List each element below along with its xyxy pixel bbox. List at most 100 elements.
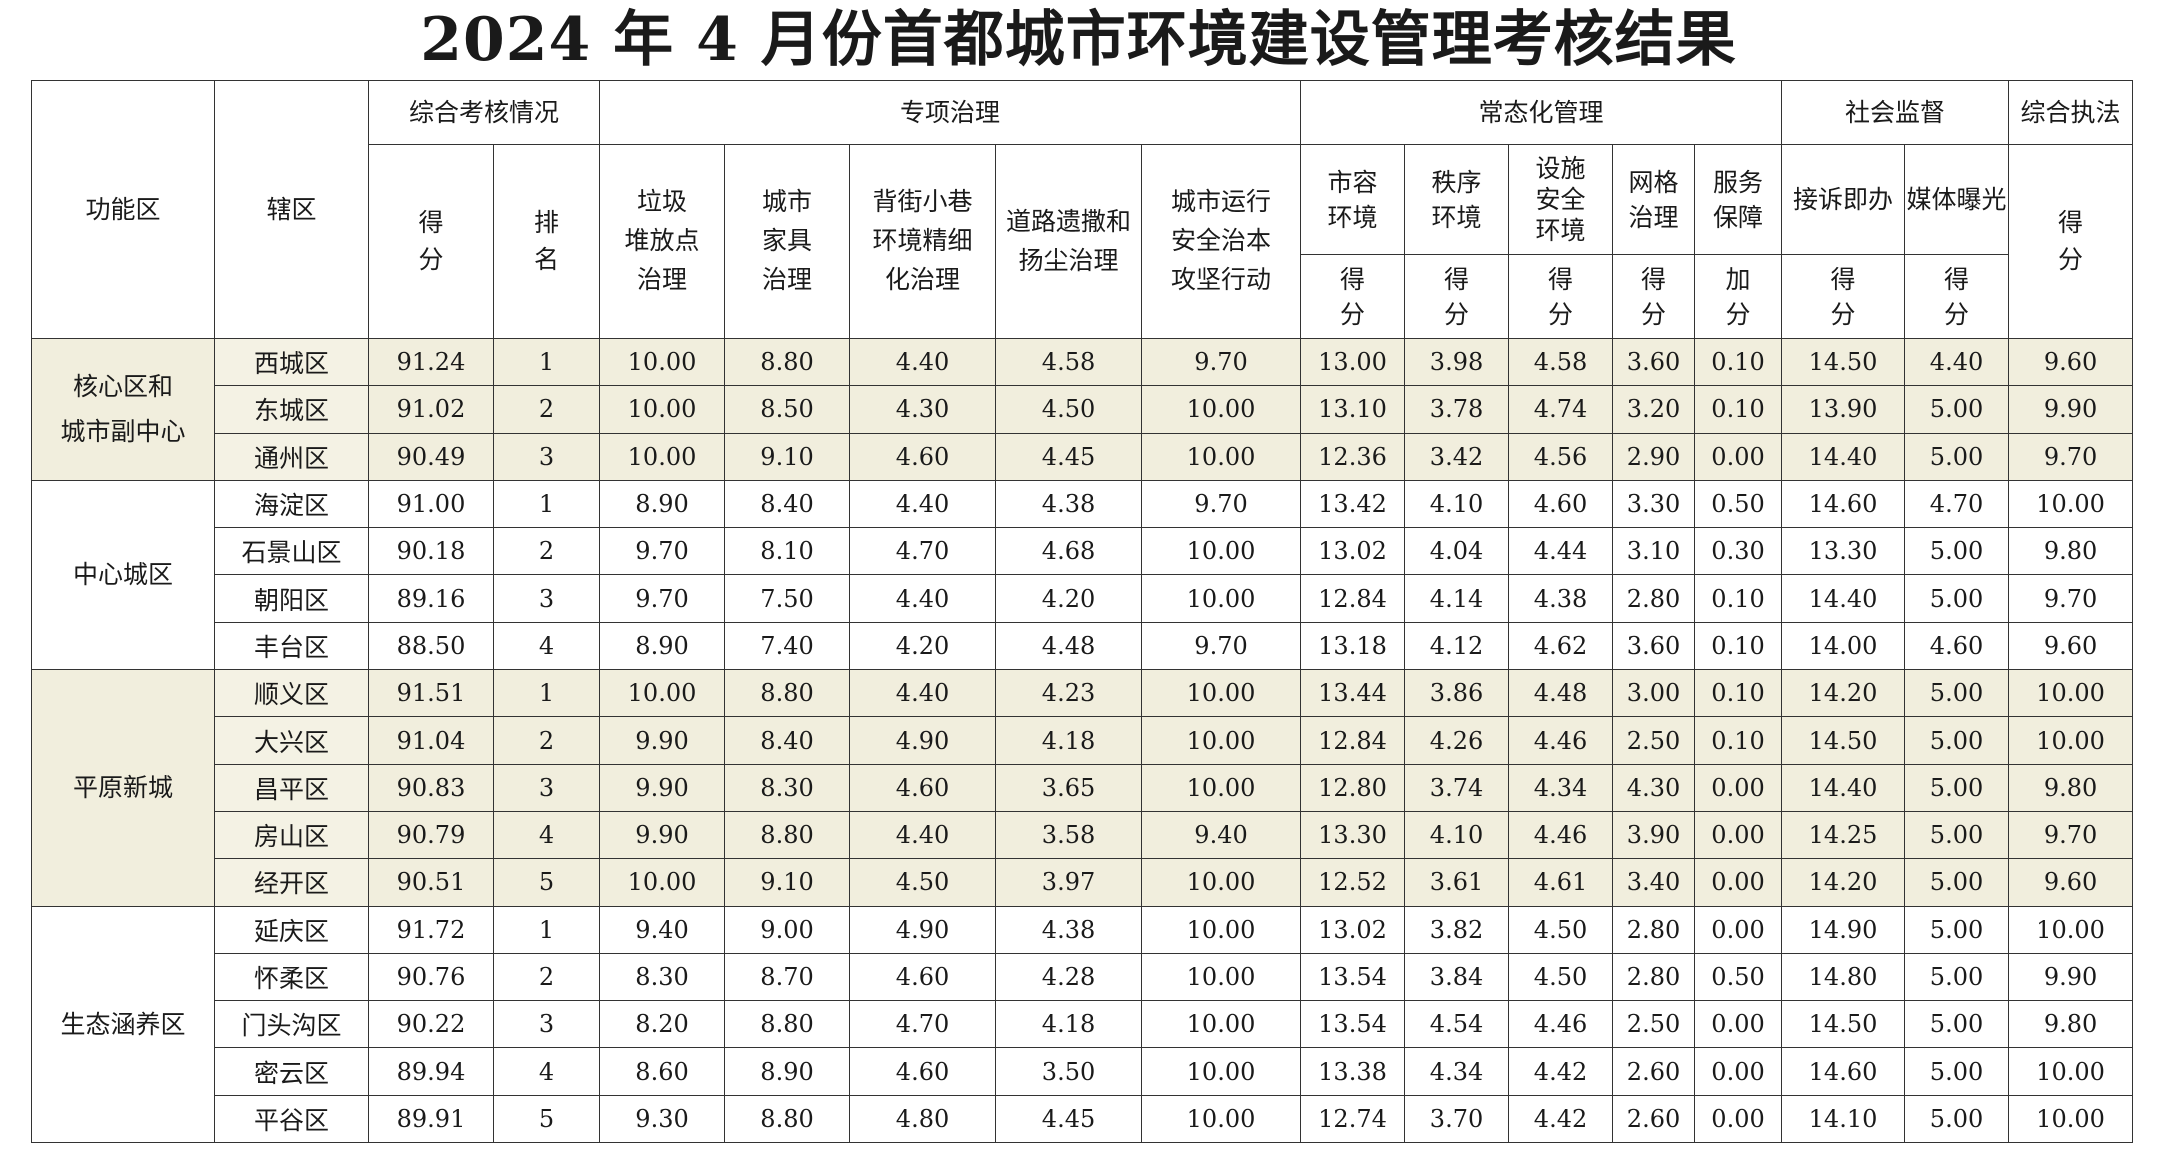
header-func-area: 功能区: [31, 80, 215, 339]
score-cell: 14.80: [1781, 952, 1906, 1002]
score-cell: 9.90: [2008, 952, 2134, 1002]
function-area-name: 平原新城: [72, 773, 173, 803]
table-body: 核心区和城市副中心 西城区 91.24 1 10.00 8.80 4.40 4.58 9.70 1…: [31, 337, 2134, 1144]
score-cell: 4.58: [1508, 337, 1614, 387]
score-cell: 91.51: [368, 669, 494, 718]
header-line: 分: [1725, 299, 1751, 329]
score-cell: 5.00: [1904, 810, 2010, 860]
header-line: 垃圾: [637, 187, 688, 217]
score-cell: 4.56: [1508, 432, 1614, 481]
results-table: 功能区 辖区 综合考核情况 专项治理 常态化管理 社会监督 综合执法 得 分 排…: [31, 80, 2134, 1144]
score-cell: 4.45: [995, 432, 1143, 481]
score-cell: 4.26: [1404, 716, 1510, 765]
score-cell: 10.00: [1141, 1000, 1302, 1049]
function-area-name: 城市副中心: [60, 417, 186, 447]
header-line: 网格: [1628, 167, 1679, 197]
score-cell: 4.62: [1508, 621, 1614, 671]
header-line: 分: [1444, 299, 1470, 329]
score-cell: 0.10: [1694, 337, 1783, 387]
score-cell: 3.00: [1612, 669, 1696, 718]
score-cell: 8.90: [599, 479, 726, 529]
score-cell: 4.60: [1508, 479, 1614, 529]
header-line: 得: [1548, 264, 1574, 294]
score-cell: 2.50: [1612, 1000, 1696, 1049]
district-name: 海淀区: [214, 479, 369, 529]
score-cell: 9.70: [2008, 810, 2134, 860]
function-area-name: 核心区和: [72, 372, 173, 402]
score-cell: 4.10: [1404, 810, 1510, 860]
score-cell: 3.82: [1404, 905, 1510, 954]
score-cell: 5.00: [1904, 527, 2010, 576]
score-cell: 10.00: [599, 432, 726, 481]
score-cell: 1: [492, 337, 601, 387]
score-cell: 89.16: [368, 574, 494, 623]
table-row: 中心城区 海淀区 91.00 1 8.90 8.40 4.40 4.38 9.70 13.42 4.…: [31, 479, 2134, 671]
score-cell: 4.40: [849, 669, 997, 718]
score-cell: 0.10: [1694, 385, 1783, 434]
score-cell: 4.70: [849, 1000, 997, 1049]
score-cell: 4.70: [849, 527, 997, 576]
header-line: 治理: [1628, 202, 1679, 232]
score-cell: 14.20: [1781, 858, 1906, 907]
score-cell: 8.60: [599, 1047, 726, 1096]
score-cell: 4.44: [1508, 527, 1614, 576]
header-line: 环境精细: [872, 226, 973, 256]
header-line: 环境: [1535, 216, 1586, 246]
header-line: 道路遗撒和: [1006, 206, 1132, 236]
header-rank-char: 排: [534, 208, 560, 238]
header-score-char: 得: [418, 208, 444, 238]
score-cell: 2.50: [1612, 716, 1696, 765]
score-cell: 9.90: [599, 810, 726, 860]
table-row: 密云区 89.94 4 8.60 8.90 4.60 3.50 10.00 13.38 4.34 4…: [32, 1047, 2134, 1096]
score-cell: 5.00: [1904, 1000, 2010, 1049]
score-cell: 4.28: [995, 952, 1143, 1002]
table-row: 昌平区 90.83 3 9.90 8.30 4.60 3.65 10.00 12.80 3.74 4…: [32, 763, 2134, 812]
score-cell: 91.24: [368, 337, 494, 387]
table-row: 朝阳区 89.16 3 9.70 7.50 4.40 4.20 10.00 12.84 4.14 4…: [32, 574, 2134, 623]
score-cell: 5.00: [1904, 1094, 2010, 1144]
score-cell: 10.00: [2008, 716, 2134, 765]
score-cell: 13.02: [1300, 905, 1406, 954]
score-cell: 2.80: [1612, 905, 1696, 954]
score-cell: 0.10: [1694, 574, 1783, 623]
score-cell: 4.54: [1404, 1000, 1510, 1049]
score-cell: 8.70: [724, 952, 851, 1002]
table-row: 经开区 90.51 5 10.00 9.10 4.50 3.97 10.00 12.52 3.61…: [32, 858, 2134, 907]
score-cell: 9.10: [724, 858, 851, 907]
district-name: 西城区: [214, 337, 369, 387]
header-line: 安全: [1535, 184, 1586, 214]
score-cell: 3: [492, 1000, 601, 1049]
score-cell: 9.80: [2008, 1000, 2134, 1049]
header-line: 城市运行: [1171, 187, 1272, 217]
header-special-safety: 城市运行 安全治本 攻坚行动: [1141, 144, 1302, 339]
score-cell: 0.30: [1694, 527, 1783, 576]
score-cell: 4.23: [995, 669, 1143, 718]
score-cell: 13.44: [1300, 669, 1406, 718]
score-cell: 3.42: [1404, 432, 1510, 481]
header-line: 秩序: [1431, 167, 1482, 197]
score-cell: 13.00: [1300, 337, 1406, 387]
score-cell: 8.20: [599, 1000, 726, 1049]
score-cell: 4: [492, 810, 601, 860]
score-cell: 2: [492, 385, 601, 434]
header-line: 得: [1444, 264, 1470, 294]
score-cell: 10.00: [1141, 905, 1302, 954]
score-cell: 5.00: [1904, 669, 2010, 718]
score-cell: 0.10: [1694, 716, 1783, 765]
header-routine-appearance: 市容 环境: [1300, 144, 1406, 255]
score-cell: 9.70: [2008, 574, 2134, 623]
header-group-routine: 常态化管理: [1300, 80, 1783, 145]
score-cell: 4.48: [1508, 669, 1614, 718]
score-cell: 4.60: [849, 952, 997, 1002]
score-cell: 4.58: [995, 337, 1143, 387]
score-cell: 12.84: [1300, 716, 1406, 765]
score-cell: 10.00: [1141, 669, 1302, 718]
score-cell: 14.40: [1781, 574, 1906, 623]
score-cell: 5.00: [1904, 432, 2010, 481]
score-cell: 12.74: [1300, 1094, 1406, 1144]
score-cell: 8.80: [724, 810, 851, 860]
score-cell: 90.49: [368, 432, 494, 481]
header-line: 治理: [762, 264, 813, 294]
score-cell: 5.00: [1904, 763, 2010, 812]
header-line: 堆放点: [624, 226, 700, 256]
